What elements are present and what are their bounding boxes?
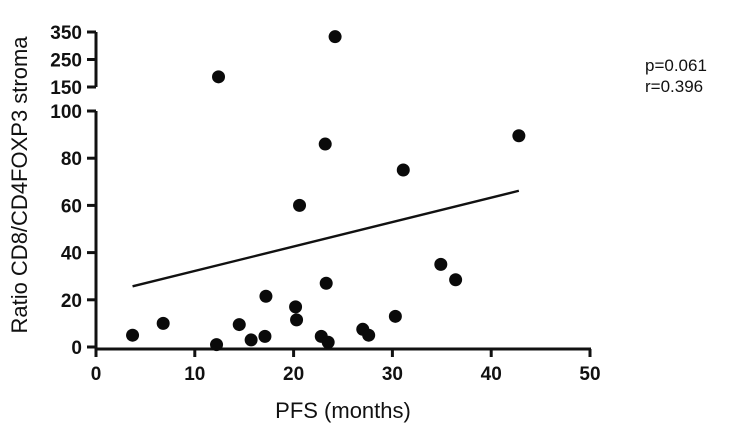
x-tick-label: 40 xyxy=(481,364,502,385)
x-axis-title: PFS (months) xyxy=(275,398,411,423)
x-tick-label: 20 xyxy=(283,364,304,385)
data-point xyxy=(362,328,376,342)
data-point xyxy=(156,316,170,330)
data-point xyxy=(328,30,342,44)
data-point xyxy=(289,300,303,314)
data-point xyxy=(259,289,273,303)
y-axis-title: Ratio CD8/CD4FOXP3 stroma xyxy=(7,36,32,334)
y-tick-label: 0 xyxy=(71,338,82,359)
y-upper-tick-label: 350 xyxy=(50,23,82,44)
data-point xyxy=(318,137,332,151)
y-tick-label: 100 xyxy=(50,102,82,123)
data-point xyxy=(244,333,258,347)
data-point xyxy=(293,198,307,212)
data-point xyxy=(512,129,526,143)
y-tick-label: 80 xyxy=(61,149,82,170)
y-upper-tick-label: 150 xyxy=(50,78,82,99)
y-upper-tick-label: 250 xyxy=(50,51,82,72)
data-point xyxy=(212,70,226,84)
trend-line xyxy=(132,189,520,288)
y-tick-label: 40 xyxy=(61,244,82,265)
data-point xyxy=(396,163,410,177)
x-tick-label: 30 xyxy=(382,364,403,385)
x-tick-label: 50 xyxy=(579,364,600,385)
data-point xyxy=(126,328,140,342)
r-value-annotation: r=0.396 xyxy=(645,77,703,96)
p-value-annotation: p=0.061 xyxy=(645,56,707,75)
y-tick-label: 60 xyxy=(61,196,82,217)
tick-labels: 0 10 20 30 40 50 0 20 40 60 80 100 150 250 350 xyxy=(50,23,600,385)
data-point xyxy=(434,257,448,271)
axes xyxy=(87,30,592,357)
y-tick-label: 20 xyxy=(61,291,82,312)
data-point xyxy=(449,273,463,287)
data-point xyxy=(290,313,304,327)
trend-line-group xyxy=(132,189,520,288)
x-tick-label: 0 xyxy=(91,364,102,385)
data-point xyxy=(321,335,335,349)
data-points xyxy=(126,30,526,352)
data-point xyxy=(388,309,402,323)
data-point xyxy=(258,329,272,343)
x-tick-label: 10 xyxy=(184,364,205,385)
data-point xyxy=(210,338,224,352)
data-point xyxy=(319,276,333,290)
data-point xyxy=(232,318,246,332)
